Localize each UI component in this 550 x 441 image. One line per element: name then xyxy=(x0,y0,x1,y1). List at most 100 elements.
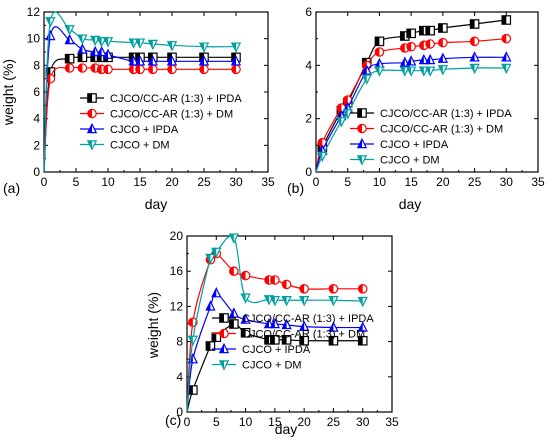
data-point-fill xyxy=(318,152,323,161)
x-tick-label: 5 xyxy=(344,175,351,189)
data-point-fill xyxy=(212,333,217,342)
data-point xyxy=(211,287,222,298)
data-point xyxy=(228,307,240,318)
data-point-fill xyxy=(400,67,405,76)
data-point xyxy=(399,66,410,77)
data-point xyxy=(425,66,436,77)
data-point xyxy=(336,117,347,128)
data-point xyxy=(270,275,280,285)
series-0 xyxy=(186,319,368,413)
data-point-fill xyxy=(375,47,380,57)
legend-item: CJCO + DM xyxy=(80,140,170,152)
legend-item: CJCO/CC-AR (1:3) + IPDA xyxy=(350,108,512,120)
data-point xyxy=(425,25,435,36)
data-point-fill xyxy=(282,296,287,306)
legend-marker-fill xyxy=(357,108,362,118)
legend-marker-fill xyxy=(357,139,362,148)
x-tick-label: 5 xyxy=(73,175,80,189)
data-point-fill xyxy=(329,284,334,293)
legend-marker-fill xyxy=(219,360,224,370)
legend-item: CJCO + IPDA xyxy=(350,137,449,151)
x-tick-label: 20 xyxy=(165,175,179,189)
legend-label: CJCO/CC-AR (1:3) + IPDA xyxy=(242,313,374,325)
data-point xyxy=(211,332,222,342)
data-point-fill xyxy=(103,49,108,59)
data-point-fill xyxy=(270,335,275,345)
data-point-fill xyxy=(470,64,475,73)
data-point-fill xyxy=(329,336,334,345)
data-point-fill xyxy=(65,25,70,35)
data-point-fill xyxy=(188,354,193,363)
data-point-fill xyxy=(241,328,246,337)
legend-marker-fill xyxy=(219,313,224,323)
data-point xyxy=(240,293,251,304)
legend: CJCO/CC-AR (1:3) + IPDA CJCO/CC-AR (1:3) … xyxy=(80,93,242,152)
data-point xyxy=(425,53,436,65)
x-tick-label: 0 xyxy=(41,175,48,189)
data-point-fill xyxy=(167,65,172,74)
x-tick-label: 35 xyxy=(385,415,399,429)
data-point xyxy=(270,335,280,345)
data-point-fill xyxy=(135,39,140,48)
data-point xyxy=(418,66,429,77)
data-point xyxy=(229,319,239,329)
data-point-fill xyxy=(78,44,83,53)
series-1 xyxy=(315,33,512,173)
x-tick-label: 35 xyxy=(531,175,545,189)
x-tick-label: 25 xyxy=(468,175,482,189)
data-point xyxy=(374,47,385,57)
data-point xyxy=(418,53,429,65)
data-point xyxy=(230,55,242,66)
data-point-fill xyxy=(241,271,246,280)
y-tick-label: 0 xyxy=(305,165,312,179)
data-point-fill xyxy=(103,65,108,74)
data-point-fill xyxy=(438,23,443,33)
data-point-fill xyxy=(282,320,287,329)
x-tick-label: 0 xyxy=(184,415,191,429)
data-point-fill xyxy=(129,56,134,65)
data-point-fill xyxy=(148,53,153,62)
legend-label: CJCO/CC-AR (1:3) + IPDA xyxy=(380,108,512,120)
data-point xyxy=(501,51,512,62)
data-point-fill xyxy=(419,41,424,50)
legend-marker xyxy=(219,328,229,339)
data-point-fill xyxy=(206,254,211,263)
data-point-fill xyxy=(264,275,269,285)
data-point-fill xyxy=(470,52,475,61)
legend-label: CJCO + IPDA xyxy=(380,139,449,151)
x-tick-label: 30 xyxy=(500,175,514,189)
series-3 xyxy=(186,233,368,413)
y-tick-label: 12 xyxy=(170,299,184,313)
legend-label: CJCO + IPDA xyxy=(110,124,179,136)
data-point xyxy=(64,25,75,36)
data-point-fill xyxy=(231,43,236,52)
data-point xyxy=(328,335,339,346)
legend-label: CJCO/CC-AR (1:3) + DM xyxy=(242,329,365,341)
data-point-fill xyxy=(241,294,246,303)
data-point-fill xyxy=(241,314,246,324)
data-point xyxy=(134,38,146,49)
legend-marker-fill xyxy=(357,124,362,133)
data-point xyxy=(102,37,114,48)
data-point xyxy=(298,320,310,331)
data-point-fill xyxy=(419,55,424,64)
legend-item: CJCO + DM xyxy=(350,155,440,167)
data-point-fill xyxy=(148,65,153,74)
data-point-fill xyxy=(362,65,367,75)
data-point-fill xyxy=(97,65,102,74)
legend-marker xyxy=(218,342,230,354)
data-point-fill xyxy=(425,55,431,64)
data-point xyxy=(357,335,368,346)
data-point-fill xyxy=(188,385,193,395)
panel-b: 0 5 10 15 20 25 30 35 0 2 4 6 day (b) CJCO/CC-AR (1:3)… xyxy=(287,5,545,212)
data-point xyxy=(205,341,216,351)
data-point-fill xyxy=(375,67,380,76)
data-point-fill xyxy=(400,57,405,67)
data-point xyxy=(437,52,449,63)
data-point xyxy=(45,17,56,28)
legend-item: CJCO + IPDA xyxy=(212,342,311,356)
data-point xyxy=(230,42,242,53)
data-point-fill xyxy=(337,117,342,127)
x-tick-label: 10 xyxy=(101,175,115,189)
